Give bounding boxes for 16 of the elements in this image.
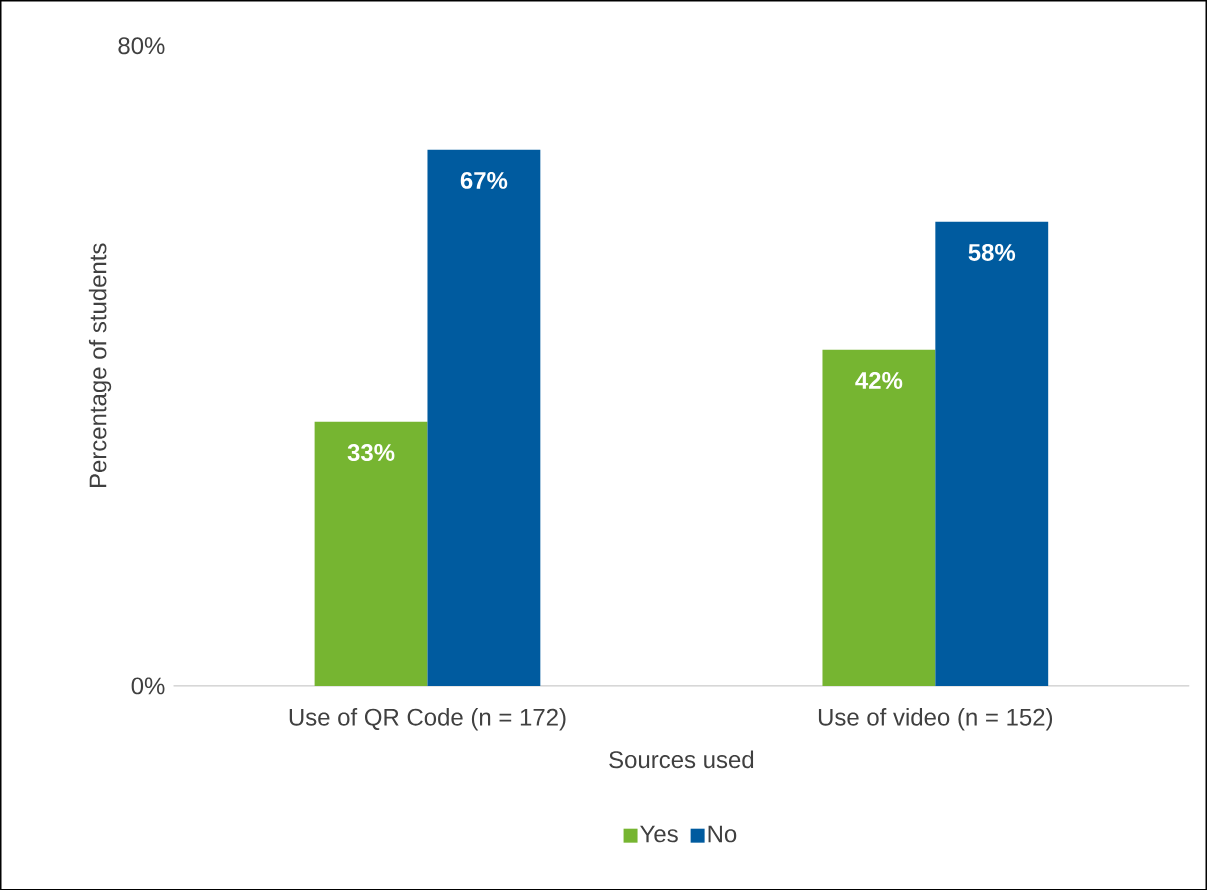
bar [314,421,428,686]
x-axis-title: Sources used [609,750,754,768]
data-label: 42% [855,371,903,389]
data-label: 58% [968,243,1016,261]
x-tick-label: Use of video (n = 152) [818,707,1053,731]
bar [935,221,1049,686]
legend-label: No [708,825,737,843]
bar [822,349,936,686]
y-tick-label: 80% [118,37,165,54]
data-label: 67% [460,171,508,189]
y-tick-label: 0% [131,677,165,695]
bar [427,149,541,686]
x-tick-label: Use of QR Code (n = 172) [289,707,566,731]
data-label: 33% [347,443,395,461]
y-axis-title: Percentage of students [88,243,112,487]
legend-label: Yes [640,825,678,843]
